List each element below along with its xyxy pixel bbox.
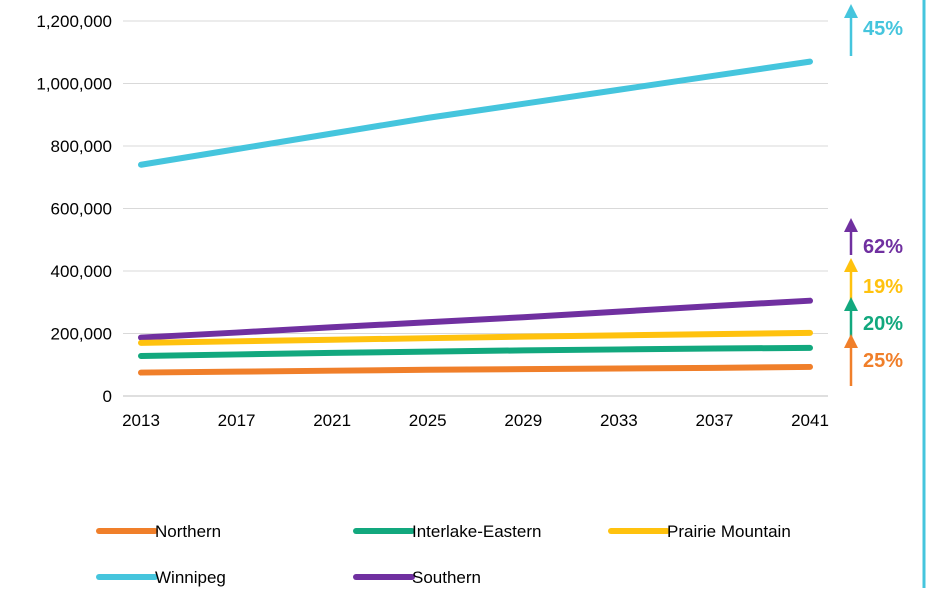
legend-label: Interlake-Eastern — [412, 522, 541, 541]
x-tick-label: 2033 — [600, 411, 638, 430]
x-tick-label: 2037 — [696, 411, 734, 430]
y-tick-label: 1,200,000 — [36, 12, 112, 31]
series-line-southern — [138, 297, 813, 341]
legend-label: Winnipeg — [155, 568, 226, 587]
legend-item-winnipeg: Winnipeg — [96, 568, 226, 587]
y-tick-label: 200,000 — [51, 325, 112, 344]
change-label: 25% — [863, 350, 903, 372]
change-arrow-northern: 25% — [844, 334, 903, 386]
change-label: 62% — [863, 236, 903, 258]
arrow-head — [844, 4, 858, 18]
legend-label: Northern — [155, 522, 221, 541]
y-tick-label: 800,000 — [51, 137, 112, 156]
legend: Northern Interlake-Eastern Prairie Mountai… — [96, 522, 791, 587]
x-tick-label: 2013 — [122, 411, 160, 430]
arrow-head — [844, 258, 858, 272]
change-arrow-southern: 62% — [844, 218, 903, 258]
y-tick-label: 600,000 — [51, 200, 112, 219]
x-axis: 2013 2017 2021 2025 2029 2033 2037 2041 — [122, 411, 829, 430]
arrow-head — [844, 218, 858, 232]
x-tick-label: 2017 — [218, 411, 256, 430]
series-line-northern — [138, 363, 813, 376]
change-label: 19% — [863, 276, 903, 298]
series-line-interlake-eastern — [138, 344, 813, 359]
change-label: 20% — [863, 313, 903, 335]
x-tick-label: 2029 — [504, 411, 542, 430]
legend-item-interlake-eastern: Interlake-Eastern — [353, 522, 541, 541]
x-tick-label: 2041 — [791, 411, 829, 430]
legend-item-prairie-mountain: Prairie Mountain — [608, 522, 791, 541]
arrow-head — [844, 334, 858, 348]
y-tick-label: 0 — [103, 387, 112, 406]
series-line-winnipeg — [138, 58, 813, 168]
legend-label: Southern — [412, 568, 481, 587]
y-tick-label: 400,000 — [51, 262, 112, 281]
legend-item-northern: Northern — [96, 522, 221, 541]
series-lines — [138, 58, 813, 376]
change-arrow-prairie-mountain: 19% — [844, 258, 903, 305]
x-tick-label: 2025 — [409, 411, 447, 430]
y-tick-label: 1,000,000 — [36, 75, 112, 94]
legend-label: Prairie Mountain — [667, 522, 791, 541]
x-tick-label: 2021 — [313, 411, 351, 430]
change-annotations: 45% 62% 19% 20% 25% — [844, 4, 903, 386]
y-axis-ticks: 0 200,000 400,000 600,000 800,000 1,000,000 1,… — [36, 12, 112, 406]
arrow-head — [844, 297, 858, 311]
change-label: 45% — [863, 18, 903, 40]
legend-item-southern: Southern — [353, 568, 481, 587]
series-line-prairie-mountain — [138, 329, 813, 346]
change-arrow-winnipeg: 45% — [844, 4, 903, 56]
